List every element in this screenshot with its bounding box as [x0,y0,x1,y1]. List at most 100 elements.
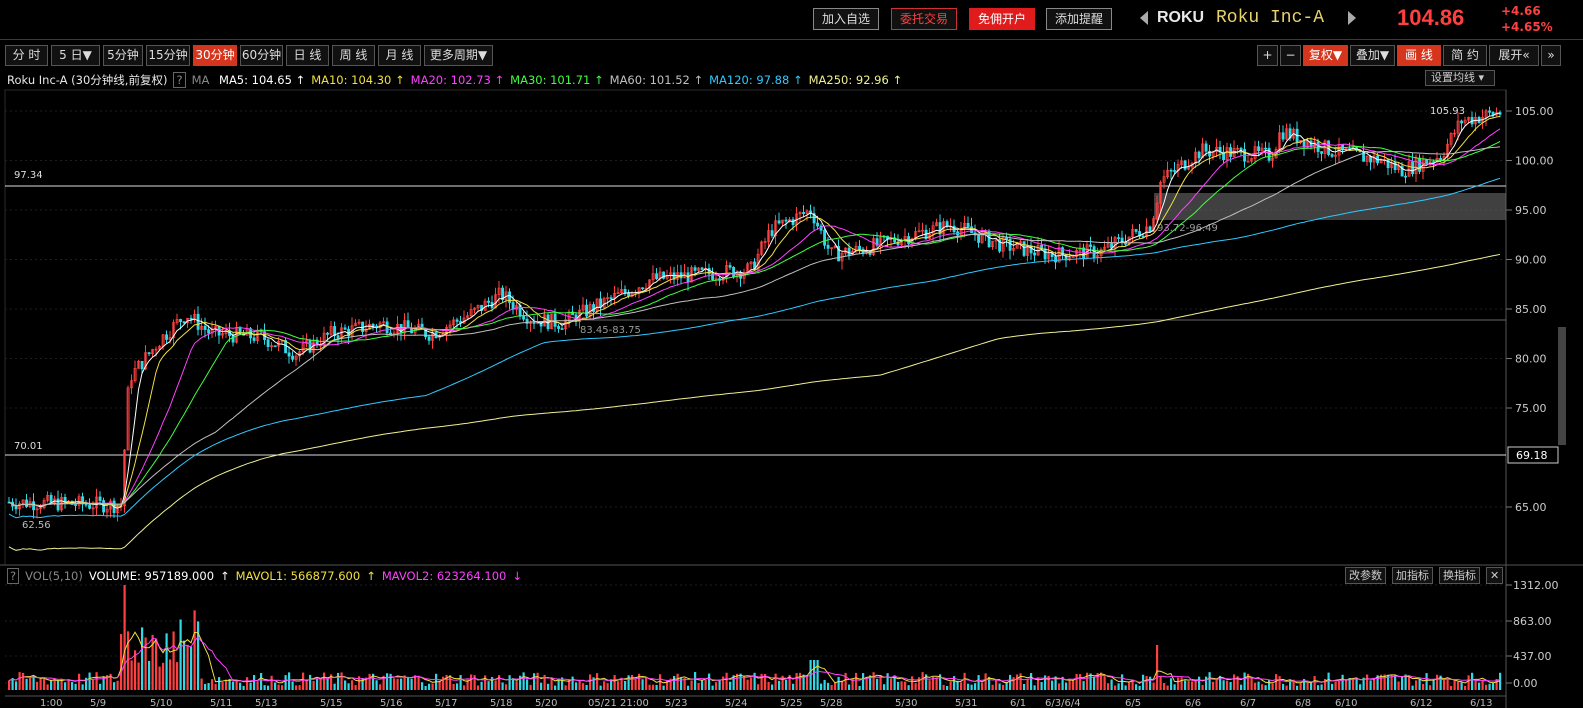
zoom-out-button[interactable]: − [1280,45,1301,66]
volume-help-icon[interactable]: ? [7,568,20,584]
tab-weekly[interactable]: 周 线 [332,45,375,66]
ma-item-ma20: MA20: 102.73 ↑ [410,73,505,87]
help-icon[interactable]: ? [173,72,186,88]
candle-body [812,213,816,224]
trade-button[interactable]: 委托交易 [891,8,958,30]
add-indicator-button[interactable]: 加指标 [1392,567,1433,584]
volume-bar [123,585,126,690]
candle-body [585,304,589,317]
candle-body [1372,155,1376,163]
next-stock-icon[interactable] [1348,11,1356,25]
volume-bar [477,685,480,690]
candle-body [833,246,837,248]
tab-30min[interactable]: 30分钟 [193,45,237,66]
volume-bar [330,674,333,690]
candle-body [1334,154,1338,157]
candle-body [1089,244,1093,247]
simple-mode-button[interactable]: 简 约 [1443,45,1487,66]
draw-line-button[interactable]: 画 线 [1397,45,1441,66]
volume-bar [547,683,550,690]
volume-bar [1250,677,1253,690]
volume-bar [1138,685,1141,690]
volume-bar [1191,681,1194,690]
volume-bar [739,673,742,690]
adjust-button[interactable]: 复权▼ [1303,45,1348,66]
candle-body [298,351,302,357]
tab-60min[interactable]: 60分钟 [240,45,283,66]
volume-bar [344,680,347,690]
volume-bar [610,679,613,690]
close-icon[interactable]: ✕ [1486,567,1504,584]
candle-body [483,300,487,311]
volume-bar [204,683,207,690]
open-account-button[interactable]: 免佣开户 [969,8,1036,30]
candle-body [1488,110,1492,113]
candle-body [1173,170,1177,172]
mavol1-value: MAVOL1: 566877.600 [235,569,361,583]
volume-bar [956,680,959,690]
volume-bar [1418,678,1421,690]
volume-bar [197,621,200,690]
volume-bar [1481,679,1484,690]
volume-bar [1355,678,1358,690]
candle-body [1204,143,1208,152]
candle-body [609,297,613,299]
tab-5min[interactable]: 5分钟 [103,45,143,66]
volume-bar [358,676,361,690]
candle-body [1253,146,1257,159]
volume-bar [1180,677,1183,690]
candle-body [553,313,557,327]
volume-bar [1296,685,1299,690]
add-alert-button[interactable]: 添加提醒 [1046,8,1113,30]
volume-bar [1226,680,1229,690]
candle-body [830,247,834,249]
candle-body [126,387,130,451]
change-params-button[interactable]: 改参数 [1345,567,1386,584]
volume-bar [526,679,529,690]
volume-bar [585,684,588,690]
volume-bar [568,679,571,690]
add-watchlist-button[interactable]: 加入自选 [813,8,880,30]
vertical-scrollbar[interactable] [1558,327,1566,445]
volume-bar [652,684,655,690]
prev-stock-icon[interactable] [1140,11,1148,25]
volume-bar [718,679,721,690]
candle-body [1330,154,1334,157]
switch-indicator-button[interactable]: 换指标 [1439,567,1480,584]
zoom-in-button[interactable]: + [1257,45,1278,66]
volume-bar [1453,678,1456,690]
volume-bar [1240,684,1243,690]
expand-button[interactable]: 展开« [1489,45,1539,66]
double-chevron-left-icon: « [1522,48,1530,62]
volume-bar [1373,677,1376,690]
date-axis: 1:00 5/9 5/10 5/11 5/13 5/15 5/16 5/17 5/18 5/20 0… [40,698,1492,708]
volume-bar [22,672,25,690]
volume-bar [134,650,137,690]
overlay-button[interactable]: 叠加▼ [1350,45,1395,66]
candle-body [1264,147,1268,150]
tab-intraday[interactable]: 分 时 [5,45,48,66]
double-chevron-right-icon[interactable]: » [1541,45,1561,66]
ma-settings-dropdown[interactable]: 设置均线 ▾ [1425,70,1495,86]
candle-body [403,320,407,334]
tab-daily[interactable]: 日 线 [286,45,329,66]
volume-bar [239,682,242,690]
candle-body [760,241,764,255]
candle-body [294,355,298,360]
candle-body [837,246,841,262]
tab-15min[interactable]: 15分钟 [146,45,190,66]
candle-body [389,332,393,335]
tab-monthly[interactable]: 月 线 [378,45,421,66]
tab-more-periods[interactable]: 更多周期▼ [424,45,493,66]
date-label: 6/6 [1185,698,1201,708]
candle-body [1075,249,1079,257]
volume-bar [613,675,616,690]
volume-bar [484,675,487,690]
volume-bar [645,677,648,690]
tab-5day[interactable]: 5 日▼ [51,45,100,66]
volume-bar [1492,683,1495,690]
volume-bar [1432,679,1435,690]
volume-bar [1212,681,1215,690]
volume-bar [543,674,546,690]
